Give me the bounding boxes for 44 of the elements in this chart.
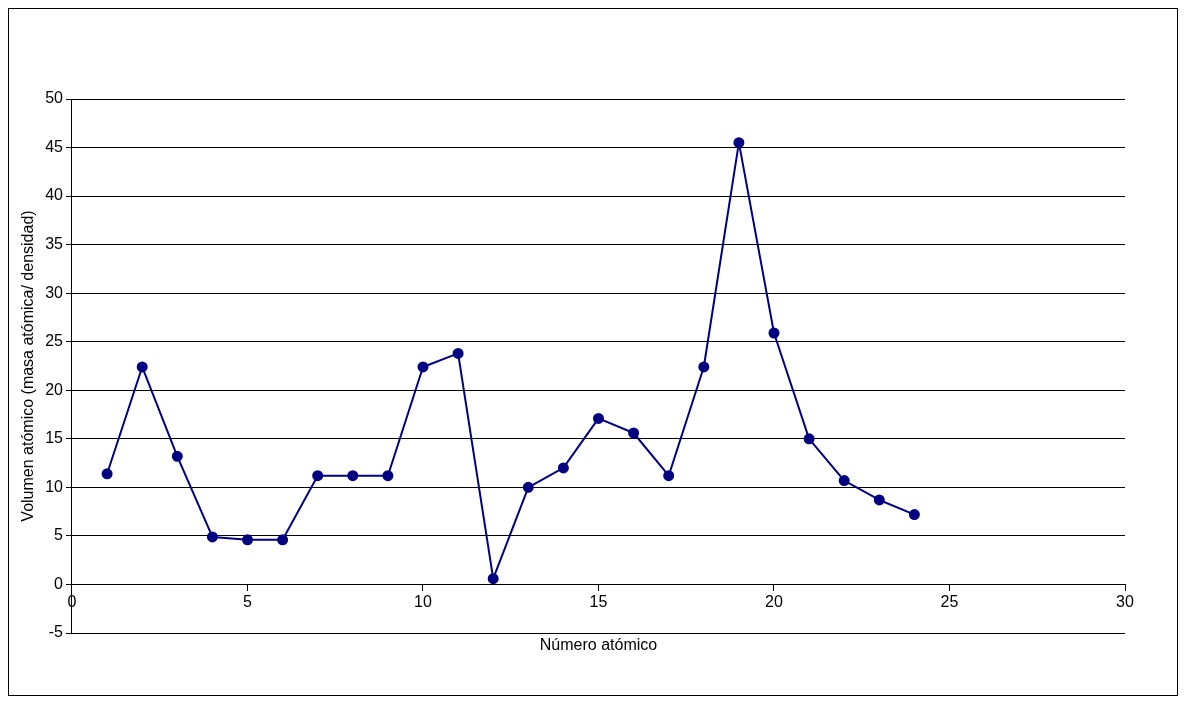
x-tick-label: 25 [940, 593, 959, 611]
point [522, 481, 534, 493]
x-tick-label: 30 [1116, 593, 1134, 611]
point [663, 470, 675, 482]
point [171, 450, 183, 462]
y-tick-label: 25 [45, 332, 64, 350]
x-tick-label: 10 [414, 593, 432, 611]
point [136, 361, 148, 373]
point [803, 433, 815, 445]
y-tick-label: 45 [45, 137, 64, 155]
point [768, 327, 780, 339]
y-tick-label: 35 [45, 235, 64, 253]
point [487, 573, 499, 585]
point [593, 412, 604, 424]
point [873, 494, 885, 506]
point [452, 347, 464, 359]
point [101, 468, 113, 480]
point [382, 470, 394, 482]
x-axis-title: Número atómico [539, 635, 658, 653]
y-tick-label: 10 [45, 477, 64, 495]
y-tick-label: 50 [45, 89, 64, 107]
point [206, 531, 218, 543]
point [557, 462, 569, 474]
point [242, 534, 253, 546]
point [277, 534, 289, 546]
y-tick-label: 0 [54, 574, 64, 592]
y-axis-title: Volumen atómico (masa atómica/ densidad) [19, 210, 37, 522]
y-tick-label: 5 [54, 526, 64, 544]
y-tick-label: 30 [45, 283, 64, 301]
point [628, 427, 640, 439]
point [417, 361, 429, 373]
point [312, 470, 324, 482]
point [347, 470, 359, 482]
point [733, 137, 745, 149]
y-tick-label: 40 [45, 186, 64, 204]
x-tick-label: 5 [243, 593, 253, 611]
y-tick-label: 15 [45, 429, 64, 447]
y-tick-label: 20 [45, 380, 64, 398]
y-tick-label: -5 [48, 623, 64, 641]
point [698, 361, 710, 373]
x-tick-label: 20 [765, 593, 783, 611]
point [838, 475, 850, 487]
point [908, 509, 920, 521]
x-tick-label: 15 [589, 593, 608, 611]
